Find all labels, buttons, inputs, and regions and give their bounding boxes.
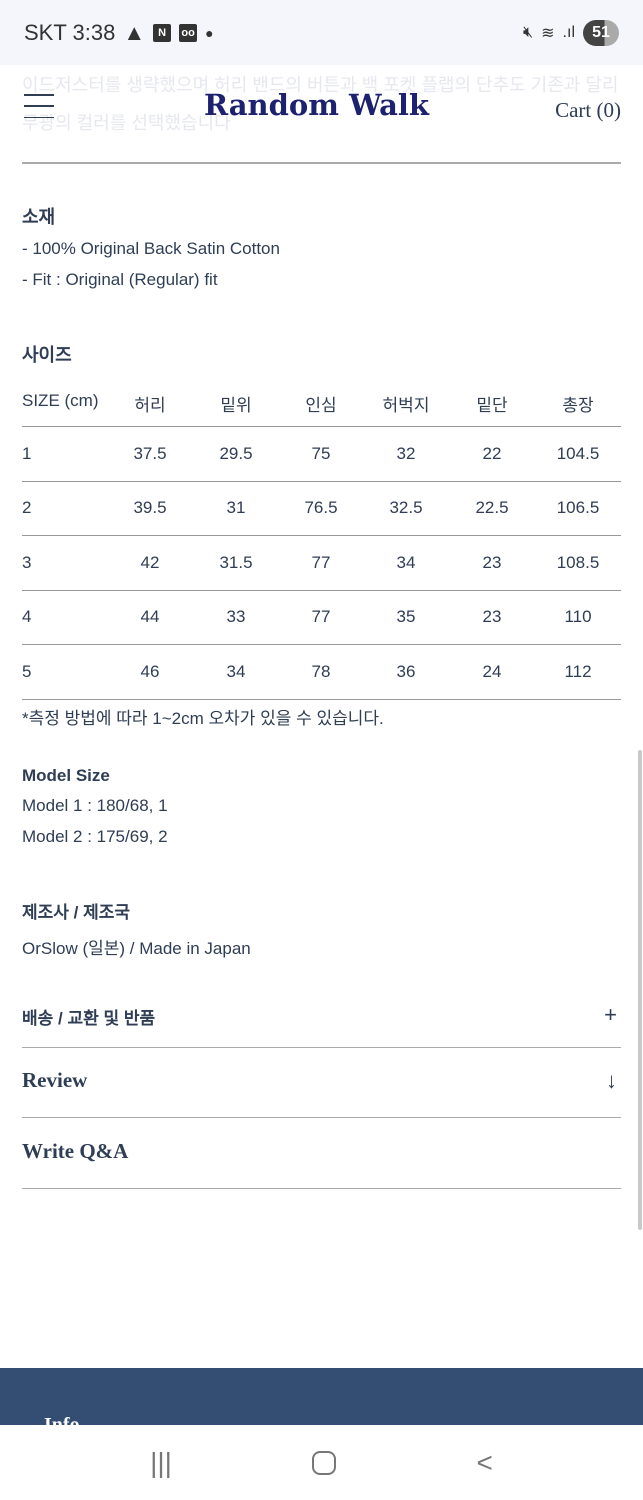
battery-icon: 51 (583, 19, 619, 46)
size-table: SIZE (cm) 허리 밑위 인심 허벅지 밑단 총장 1 37.5 29.5 75 32 22 104… (22, 383, 621, 700)
table-cell: 46 (140, 661, 160, 681)
accordion-shipping[interactable]: 배송 / 교환 및 반품 + (22, 978, 621, 1048)
table-cell: 밑위 (220, 396, 252, 415)
model-line: Model 2 : 175/69, 2 (22, 827, 168, 846)
site-header: Random Walk Cart (0) (0, 80, 643, 136)
table-cell: 36 (396, 661, 416, 681)
table-cell: 2 (22, 498, 32, 518)
table-header-row: SIZE (cm) 허리 밑위 인심 허벅지 밑단 총장 (22, 383, 621, 427)
table-cell: 34 (396, 552, 416, 572)
table-cell: 5 (22, 661, 32, 681)
table-row: 2 39.5 31 76.5 32.5 22.5 106.5 (22, 482, 621, 536)
footer: Info (0, 1368, 643, 1425)
home-icon[interactable] (312, 1450, 337, 1475)
table-cell: 31 (226, 498, 246, 518)
table-cell: 4 (22, 607, 32, 627)
table-cell: 75 (311, 443, 331, 463)
table-cell: 허리 (134, 396, 166, 415)
table-cell: 104.5 (556, 443, 600, 463)
accordion-label: 배송 / 교환 및 반품 (22, 1009, 156, 1028)
status-bar: SKT 3:38 ▲ N oo ● 🔇︎ ≋ .ıl 51 (0, 0, 643, 65)
table-cell: 78 (311, 661, 331, 681)
table-cell: 29.5 (219, 443, 253, 463)
table-cell: 34 (226, 661, 246, 681)
table-cell: 32 (396, 443, 416, 463)
table-cell: 31.5 (219, 552, 253, 572)
background-text: 이드저스터를 생략했으며 허리 밴드의 버튼과 백 포켓 플랩의 단추도 기존과… (22, 75, 619, 133)
arrow-down-icon: ↓ (606, 1068, 617, 1093)
table-cell: 108.5 (556, 552, 600, 572)
table-cell: 24 (482, 661, 502, 681)
wifi-icon: ≋ (541, 24, 555, 42)
table-cell: 39.5 (133, 498, 167, 518)
size-note: *측정 방법에 따라 1~2cm 오차가 있을 수 있습니다. (22, 709, 384, 728)
table-cell: 총장 (562, 396, 594, 415)
carrier-time: SKT 3:38 (24, 19, 116, 45)
menu-icon[interactable] (24, 94, 54, 118)
table-row: 1 37.5 29.5 75 32 22 104.5 (22, 427, 621, 482)
table-cell: 44 (140, 607, 160, 627)
mute-icon: 🔇︎ (523, 23, 534, 41)
table-cell: 22.5 (475, 498, 509, 518)
naver-icon: N (153, 23, 172, 42)
table-cell: 37.5 (133, 443, 167, 463)
table-cell: 32.5 (389, 498, 423, 518)
table-cell: 35 (396, 607, 416, 627)
table-cell: 3 (22, 552, 32, 572)
material-line: - Fit : Original (Regular) fit (22, 270, 218, 289)
table-cell: 인심 (305, 396, 337, 415)
accordion-review[interactable]: Review ↓ (22, 1048, 621, 1118)
table-cell: 22 (482, 443, 502, 463)
navigation-bar: ||| < (0, 1425, 643, 1500)
table-cell: 77 (311, 552, 331, 572)
table-cell: 1 (22, 443, 32, 463)
accordion-write-qa[interactable]: Write Q&A (22, 1119, 621, 1189)
plus-icon: + (604, 1002, 617, 1027)
model-title: Model Size (22, 766, 110, 785)
table-cell: 110 (564, 607, 592, 627)
table-row: 4 44 33 77 35 23 110 (22, 591, 621, 645)
scrollbar[interactable] (638, 750, 642, 1230)
logo[interactable]: Random Walk (204, 88, 429, 122)
table-row: 3 42 31.5 77 34 23 108.5 (22, 536, 621, 591)
recent-apps-icon[interactable]: ||| (150, 1446, 172, 1478)
maker-value: OrSlow (일본) / Made in Japan (22, 939, 251, 958)
back-icon[interactable]: < (476, 1446, 493, 1478)
table-cell: 77 (311, 607, 331, 627)
maker-title: 제조사 / 제조국 (22, 903, 131, 922)
table-cell: 밑단 (476, 396, 508, 415)
table-cell: 112 (564, 661, 592, 681)
table-cell: 허벅지 (382, 396, 430, 415)
accordion-label: Write Q&A (22, 1139, 129, 1163)
table-cell: 23 (482, 552, 502, 572)
divider (22, 162, 621, 164)
voicemail-icon: oo (179, 23, 198, 42)
table-cell: 33 (226, 607, 246, 627)
size-title: 사이즈 (22, 345, 72, 365)
table-cell: 106.5 (556, 498, 600, 518)
signal-icon: .ıl (562, 23, 575, 41)
model-line: Model 1 : 180/68, 1 (22, 796, 168, 815)
material-title: 소재 (22, 207, 56, 227)
table-cell: 42 (140, 552, 160, 572)
material-line: - 100% Original Back Satin Cotton (22, 239, 280, 258)
cart-link[interactable]: Cart (0) (555, 98, 621, 122)
table-cell: 76.5 (304, 498, 338, 518)
dot-icon: ● (205, 24, 214, 41)
accordion-label: Review (22, 1068, 88, 1092)
table-cell: 23 (482, 607, 502, 627)
warning-icon: ▲ (123, 19, 146, 45)
table-row: 5 46 34 78 36 24 112 (22, 645, 621, 700)
footer-info: Info (44, 1414, 80, 1425)
table-cell: SIZE (cm) (22, 391, 99, 410)
